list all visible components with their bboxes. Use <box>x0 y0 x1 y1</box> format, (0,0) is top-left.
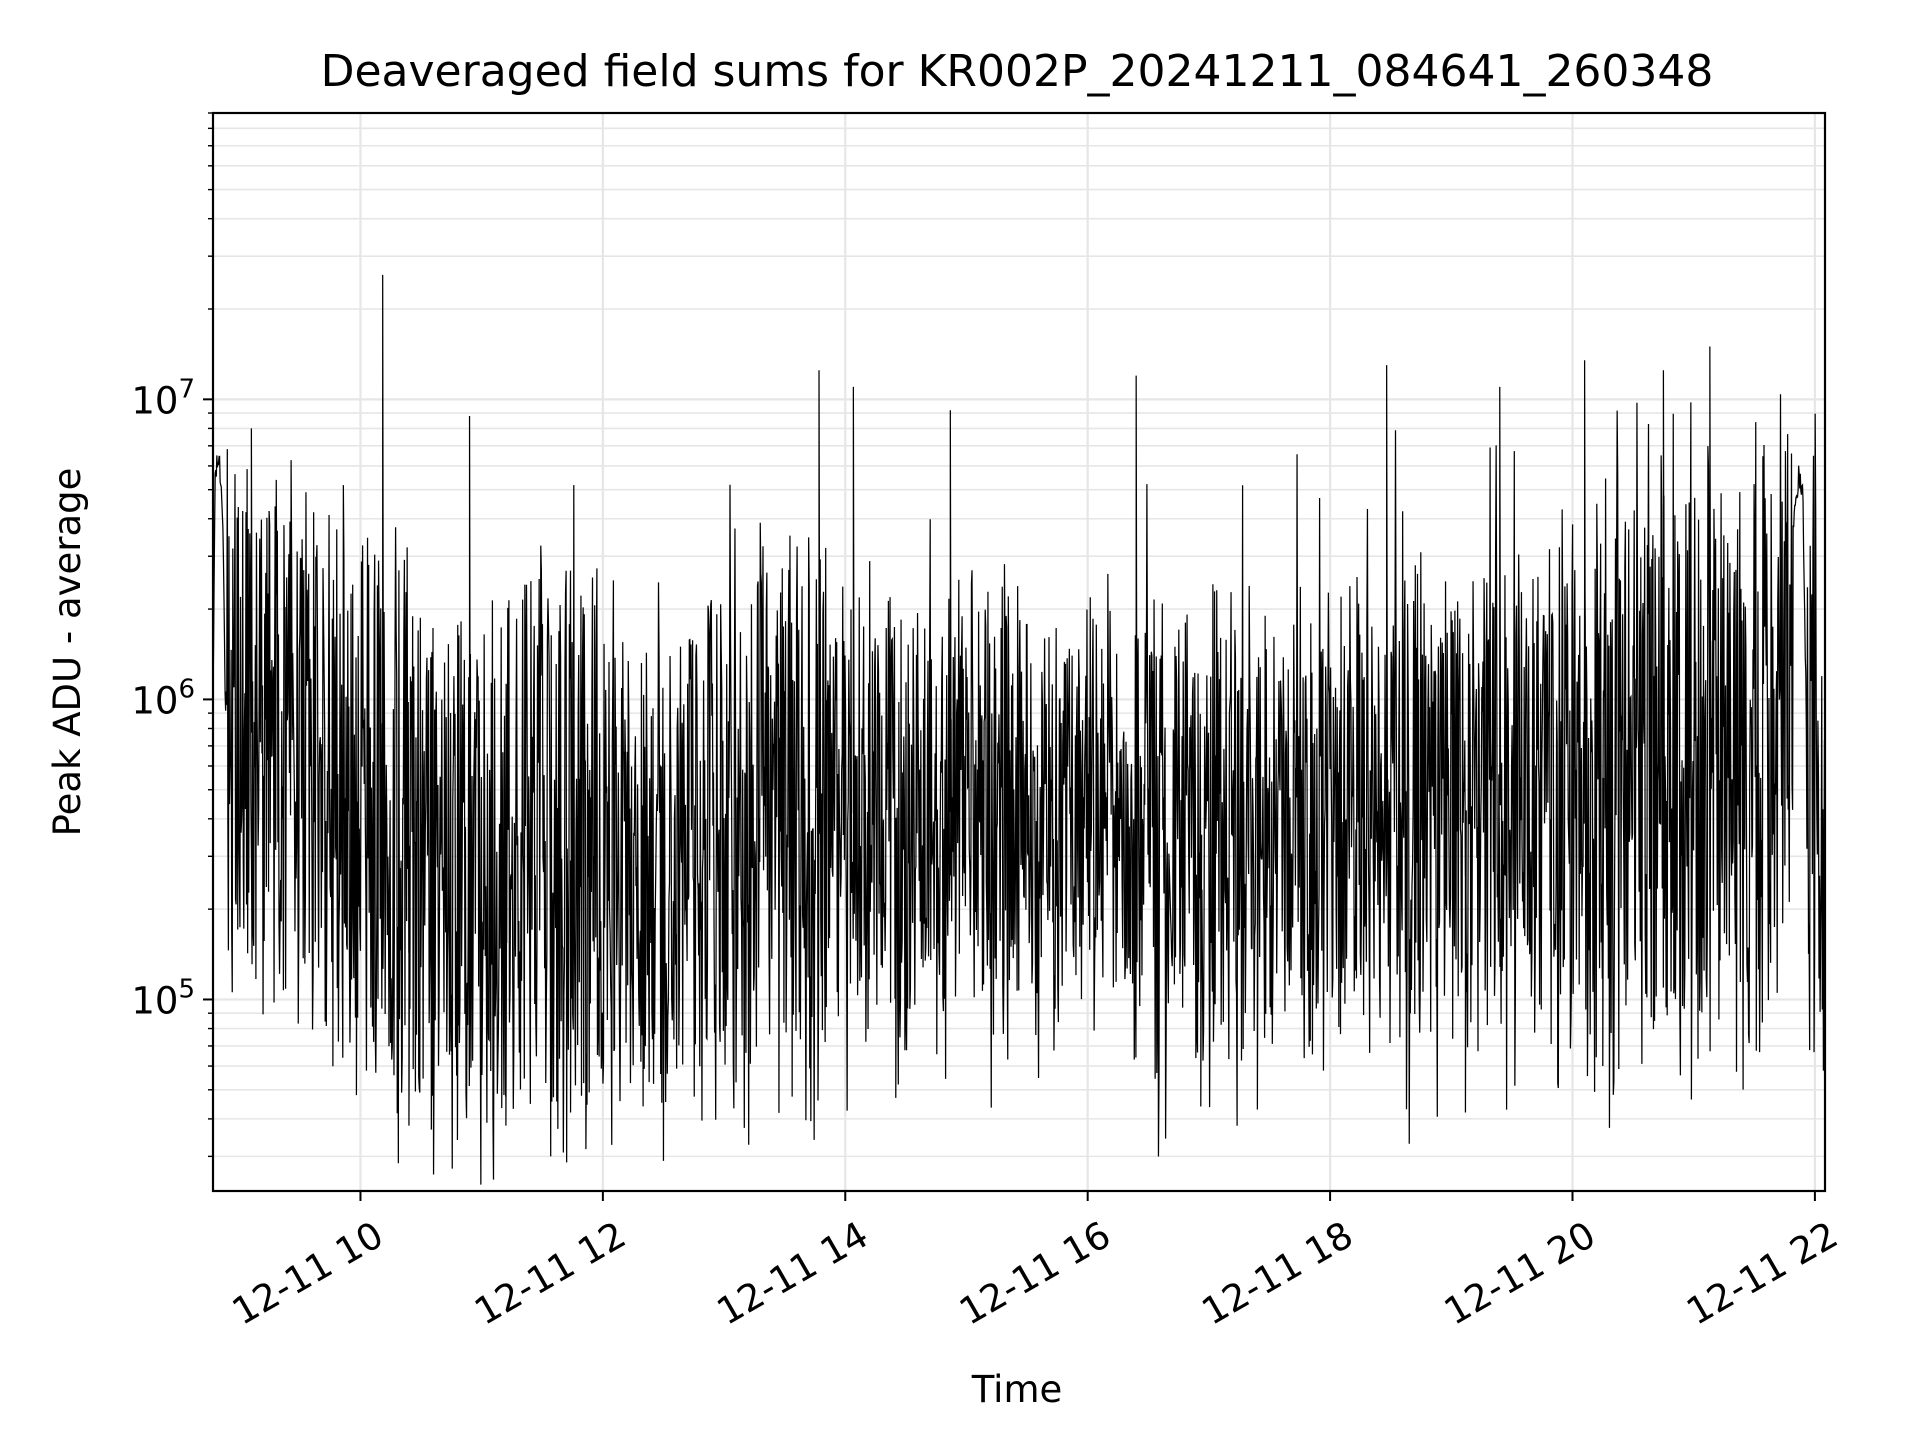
chart-title: Deaveraged field sums for KR002P_2024121… <box>321 46 1714 97</box>
data-series <box>213 274 1825 1185</box>
plot-frame <box>211 111 1827 1193</box>
axis-ticks <box>203 112 1816 1201</box>
series-line <box>213 274 1825 1185</box>
y-axis-label: Peak ADU - average <box>46 468 89 837</box>
y-tick-exponent: 7 <box>178 374 195 404</box>
y-tick-label: 105 <box>131 974 195 1022</box>
x-axis-label: Time <box>971 1368 1063 1411</box>
y-tick-base: 10 <box>131 379 178 422</box>
y-tick-exponent: 5 <box>178 974 195 1004</box>
y-tick-exponent: 6 <box>178 674 195 704</box>
y-tick-label: 106 <box>131 674 195 722</box>
y-tick-label: 107 <box>131 374 195 422</box>
y-tick-base: 10 <box>131 679 178 722</box>
y-tick-base: 10 <box>131 979 178 1022</box>
